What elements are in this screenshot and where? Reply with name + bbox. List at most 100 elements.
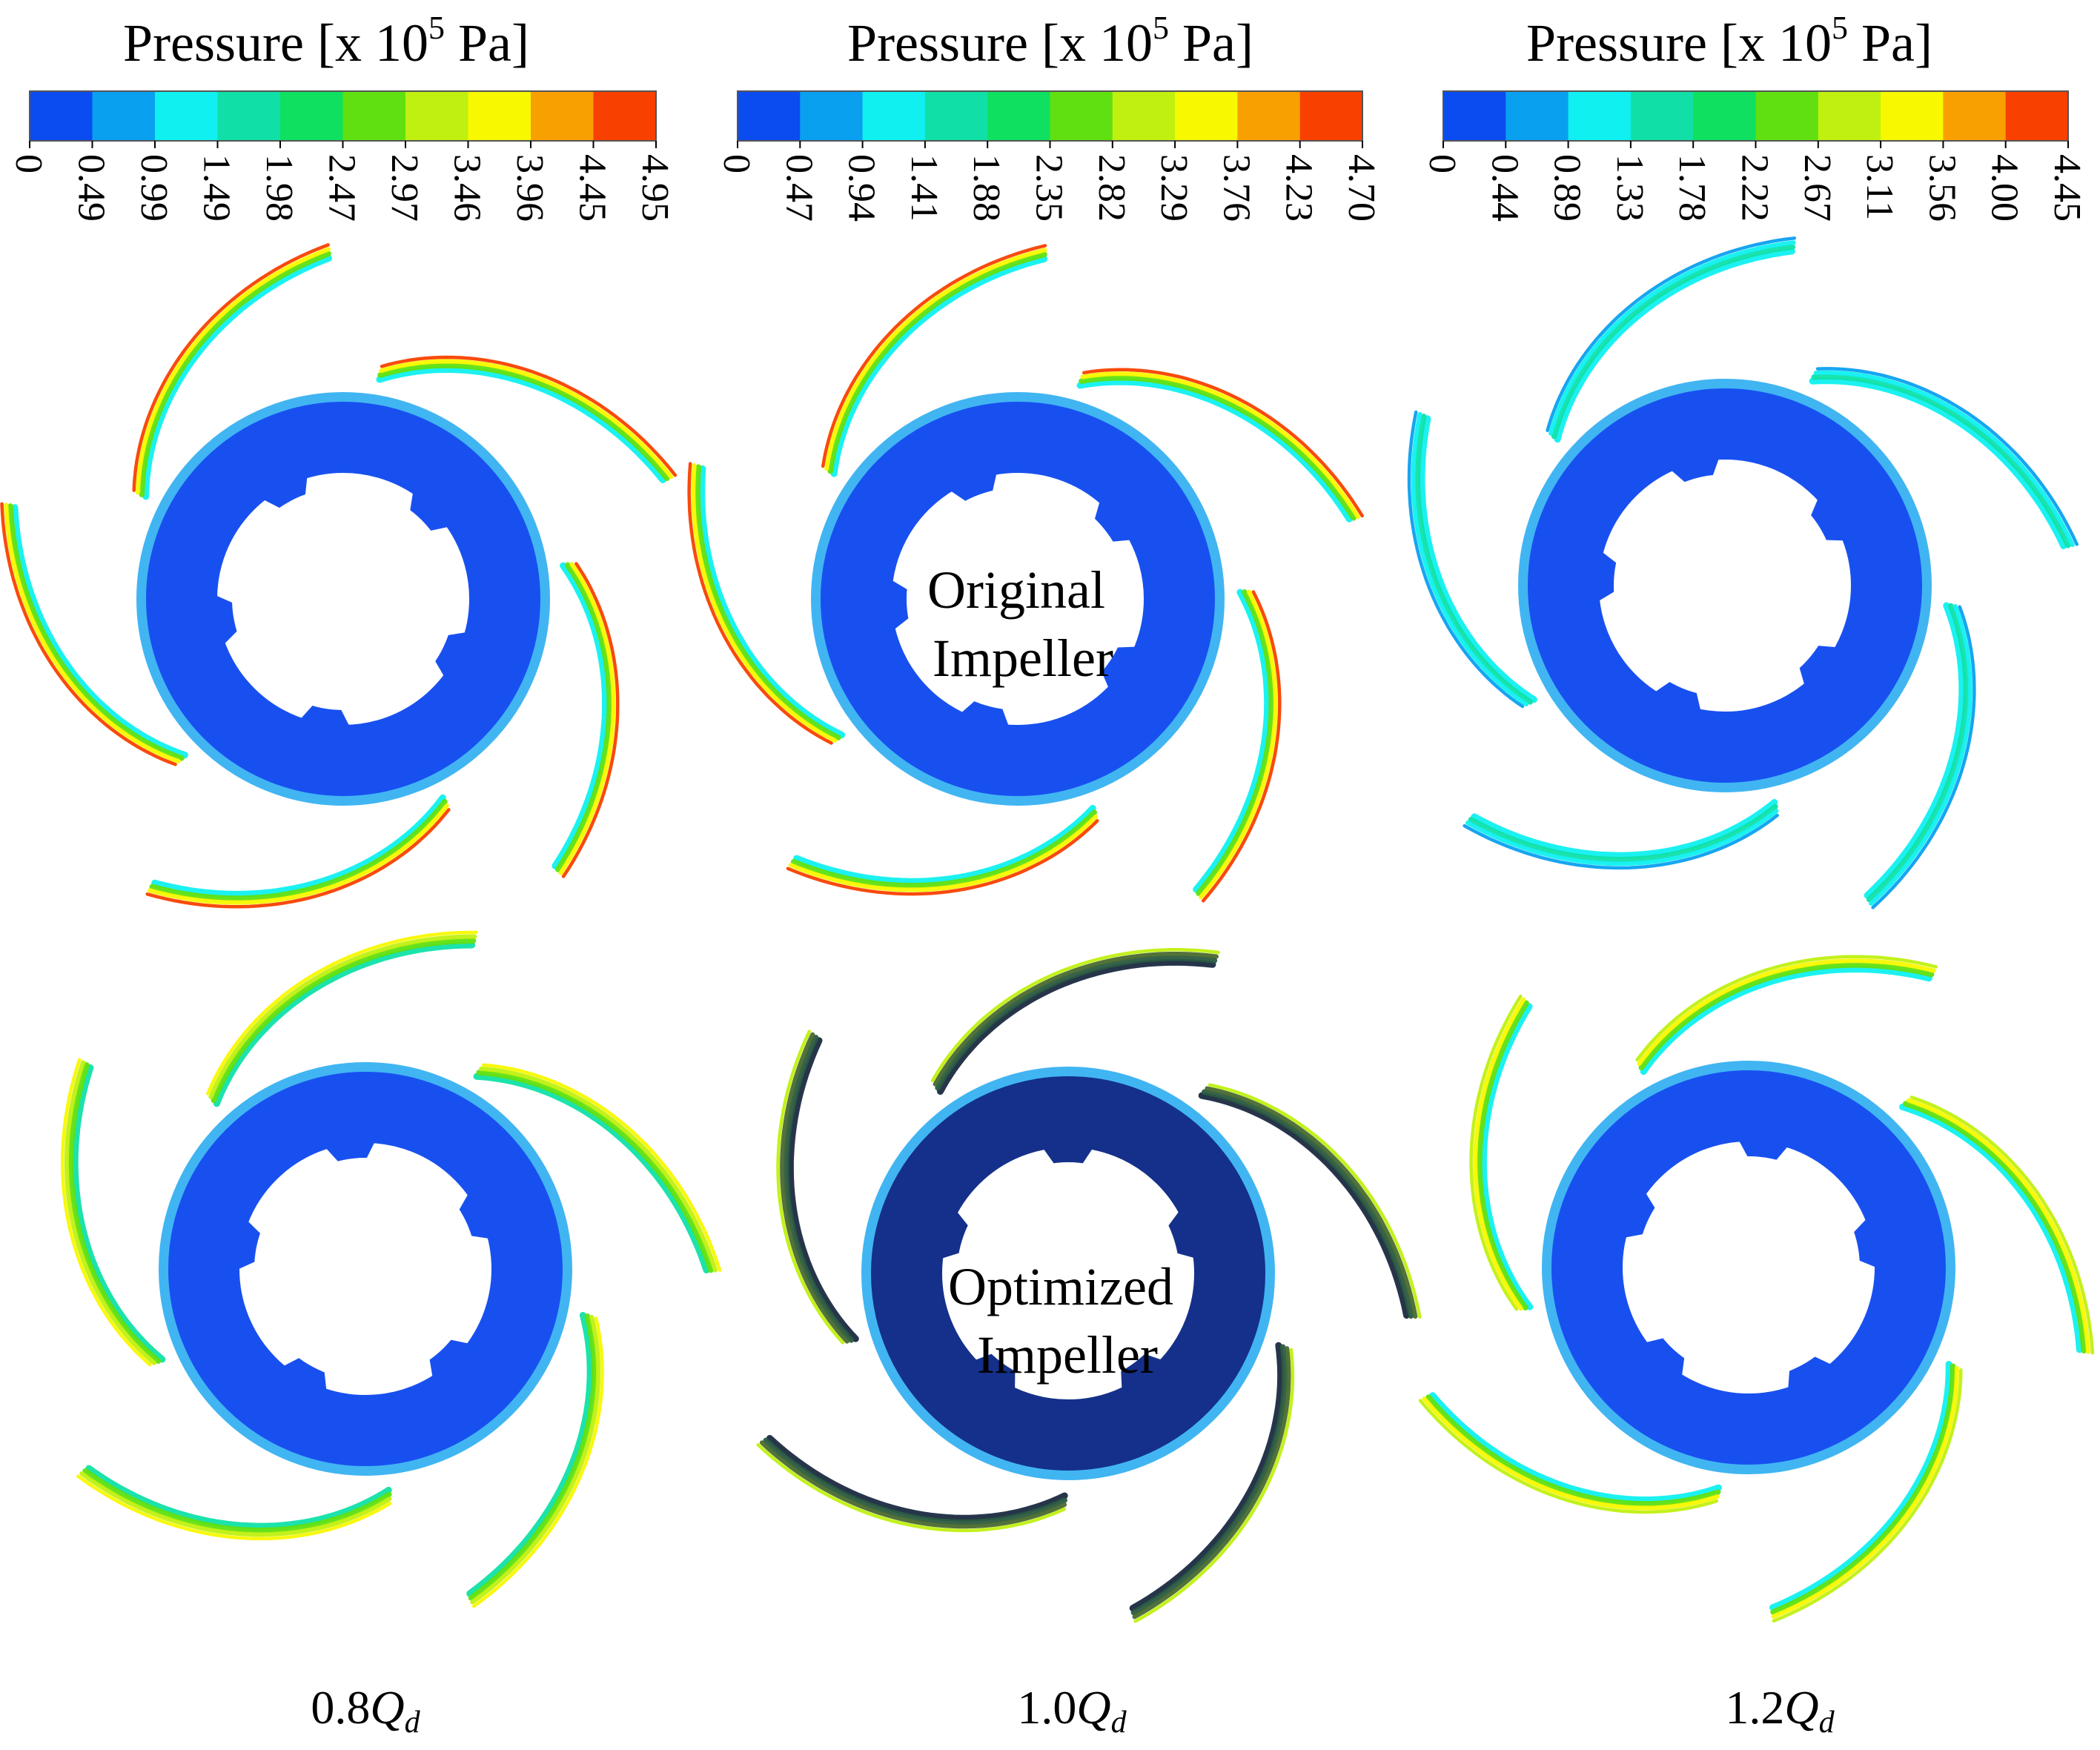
colorbar-swatch <box>217 91 281 141</box>
colorbar-tick-label: 2.35 <box>1028 154 1070 222</box>
impeller-ring <box>871 1076 1265 1471</box>
colorbar-title-exponent: 5 <box>1153 10 1169 46</box>
blade-streak <box>61 1058 152 1367</box>
blade-streak <box>766 1435 1068 1522</box>
blade-streak <box>788 814 1099 892</box>
blade-streak <box>71 1064 166 1363</box>
colorbar-tick-label: 2.47 <box>321 154 363 222</box>
blade-streak <box>1133 1348 1295 1623</box>
blade-streak <box>132 243 330 492</box>
blade-streak <box>1080 371 1360 520</box>
blade-streak <box>827 251 1047 474</box>
blade-streak <box>1640 966 1932 1075</box>
colorbar-tick-label: 3.76 <box>1215 154 1257 222</box>
blade-streak <box>1429 1392 1722 1504</box>
blade-streak <box>1899 1103 2083 1353</box>
blade-streak <box>1864 602 1966 899</box>
blade-streak <box>1548 240 1796 436</box>
blade-streak <box>1465 809 1779 866</box>
colorbar-tick-label: 1.49 <box>196 154 238 222</box>
blade-streak <box>1130 1344 1288 1616</box>
panel-optimized-1p2qd <box>1418 955 2095 1623</box>
blade-streak <box>1208 1083 1422 1319</box>
blade-streak <box>470 1315 601 1605</box>
colorbar-tick-label: 1.41 <box>903 154 945 222</box>
colorbar-swatch <box>342 91 406 141</box>
blade-streak <box>1866 603 1970 903</box>
blade-streak <box>1551 244 1796 440</box>
blade-streak <box>1201 590 1282 903</box>
colorbar-swatch <box>1112 91 1176 141</box>
blade-streak <box>1082 368 1364 518</box>
colorbar-ticks: 0 0.47 0.94 1.41 1.88 2.35 2.82 3.29 3.76 4.23 4.7… <box>715 141 1382 222</box>
blade-streak <box>1422 1396 1720 1511</box>
blade-streak <box>79 1471 392 1537</box>
blade-streak <box>0 502 177 766</box>
colorbar-1p2qd: Pressure [x 105 Pa] 0 0.44 0.89 1.33 1.78 2.2… <box>1421 10 2088 222</box>
colorbar-title-exponent: 5 <box>1832 10 1848 46</box>
blade-streak <box>1411 411 1529 706</box>
colorbar-swatch <box>862 91 926 141</box>
blade-streak <box>1418 1399 1719 1514</box>
blade-streak <box>1418 415 1537 703</box>
row-label-original: Original Impeller <box>927 560 1119 688</box>
colorbar-tick-label: 2.67 <box>1796 154 1838 222</box>
colorbar-swatch <box>738 91 801 141</box>
blade-streak <box>1477 1000 1529 1311</box>
blade-streak <box>1813 370 2075 548</box>
blade-streak <box>695 464 841 740</box>
blade-streak <box>476 1070 714 1273</box>
impeller-tooth <box>1835 1215 1881 1270</box>
colorbar-swatch <box>1299 91 1363 141</box>
blade-streak <box>1468 803 1778 863</box>
blade-streak <box>933 952 1219 1087</box>
blade-streak <box>1198 1092 1410 1319</box>
colorbar-swatch <box>1568 91 1632 141</box>
blade-streak <box>793 804 1096 885</box>
blade-streak <box>1132 1346 1291 1620</box>
colorbar-tick-label: 1.78 <box>1671 154 1713 222</box>
impeller-tooth <box>233 1217 279 1272</box>
impeller-hub-void <box>907 488 1129 710</box>
impeller-ring <box>821 402 1215 796</box>
blade-streak <box>558 562 616 875</box>
panel-optimized-0p8qd <box>61 930 722 1608</box>
blade-streak <box>1635 955 1938 1062</box>
blade-streak <box>930 948 1220 1083</box>
colorbar-tick-label: 0.49 <box>70 154 113 222</box>
panel-original-1p0qd <box>687 244 1364 903</box>
blade-streak <box>149 798 448 901</box>
colorbar-1p0qd: Pressure [x 105 Pa] 0 0.47 0.94 1.41 1.88 2.3… <box>715 10 1382 222</box>
colorbar-swatch <box>92 91 156 141</box>
colorbar-swatch <box>1693 91 1756 141</box>
blade-streak <box>687 462 833 745</box>
blade-streak <box>379 359 674 480</box>
blade-streak <box>466 1312 594 1597</box>
blade-streak <box>67 1062 162 1365</box>
blade-streak <box>756 1442 1067 1533</box>
blade-streak <box>1473 997 1526 1311</box>
blade-streak <box>1906 1098 2091 1354</box>
blade-streak <box>552 562 609 869</box>
colorbar-swatch <box>1175 91 1238 141</box>
blade-streak <box>471 1316 604 1608</box>
blade-streak <box>698 465 846 738</box>
blade-streak <box>759 1440 1067 1529</box>
colorbar-swatch <box>2005 91 2069 141</box>
colorbar-swatch <box>593 91 657 141</box>
blade-streak <box>780 1032 849 1344</box>
colorbar-swatch <box>1943 91 2007 141</box>
colorbar-swatch <box>30 91 93 141</box>
column-label-0p8qd: 0.8Qd <box>311 1681 420 1740</box>
colorbar-swatch <box>1443 91 1506 141</box>
colorbar-tick-label: 3.46 <box>446 154 488 222</box>
blade-streak <box>145 808 451 909</box>
blade-streak <box>1202 1089 1414 1319</box>
blade-streak <box>830 255 1048 477</box>
colorbar-tick-label: 4.23 <box>1278 154 1320 222</box>
colorbar-tick-label: 4.95 <box>634 154 676 222</box>
blade-streak <box>148 803 449 905</box>
blade-streak <box>1407 410 1525 709</box>
colorbar-swatch <box>1818 91 1881 141</box>
